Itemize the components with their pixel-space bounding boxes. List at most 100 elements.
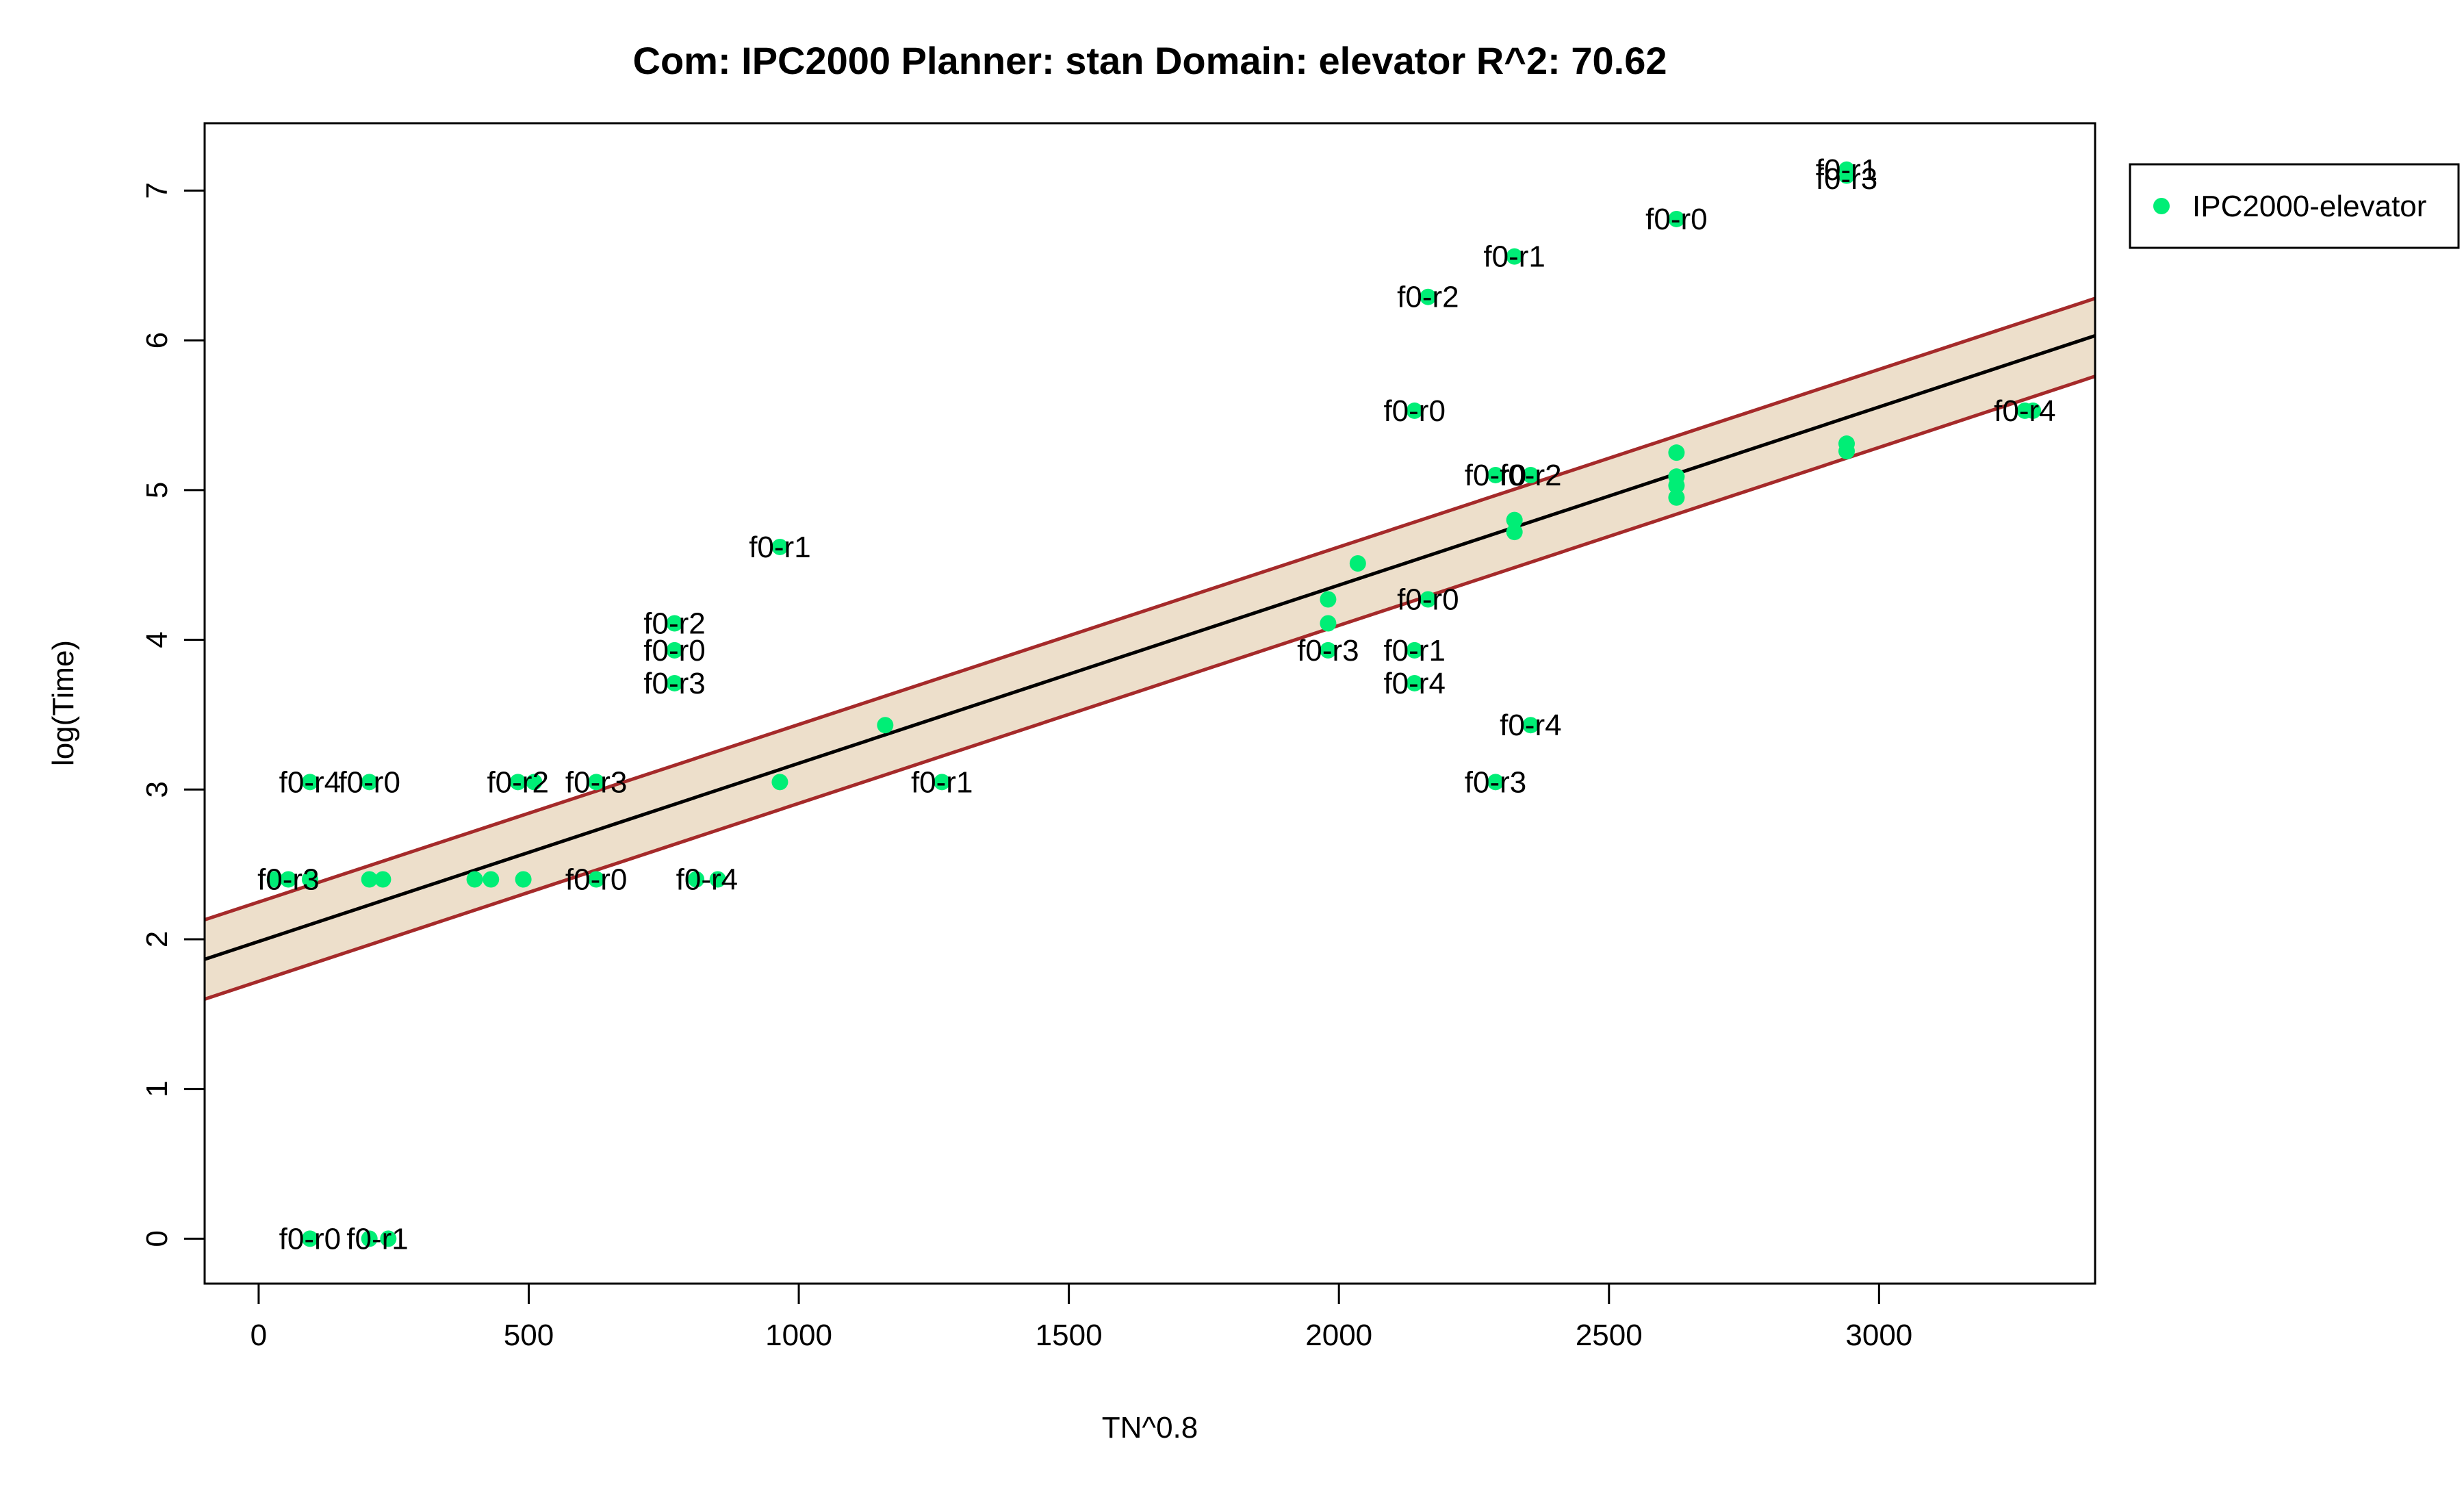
band-upper-line xyxy=(204,296,2096,921)
data-point xyxy=(1522,466,1539,483)
point-label: f0-r0 xyxy=(1465,459,1526,492)
data-point xyxy=(688,871,705,888)
axes: 0 500 1000 1500 2000 2500 3000 0 1 2 3 4 5 6 7 xyxy=(140,122,2096,1352)
data-point xyxy=(588,774,605,791)
data-point xyxy=(1506,248,1523,265)
point-label: f0-r2 xyxy=(1397,281,1459,314)
data-point xyxy=(1838,442,1855,459)
y-tick-label: 1 xyxy=(140,1080,174,1097)
data-point xyxy=(466,871,483,888)
data-point xyxy=(934,774,951,791)
data-point xyxy=(1420,288,1437,305)
data-point xyxy=(280,871,297,888)
data-point xyxy=(1506,524,1523,541)
chart-title: Com: IPC2000 Planner: stan Domain: eleva… xyxy=(633,39,1667,82)
point-label: f0-r3 xyxy=(565,765,627,799)
data-point xyxy=(361,774,378,791)
data-point xyxy=(380,1230,397,1247)
y-tick-label: 7 xyxy=(140,182,174,199)
legend: IPC2000-elevator xyxy=(2129,163,2460,249)
data-point xyxy=(1406,641,1423,659)
data-point xyxy=(1668,489,1685,506)
point-label: f0-r0 xyxy=(1397,583,1459,616)
data-point xyxy=(666,674,683,691)
data-point xyxy=(666,615,683,632)
x-tick-label: 2500 xyxy=(1576,1319,1643,1352)
legend-point-marker xyxy=(2153,198,2170,214)
data-point xyxy=(1320,615,1337,632)
point-label: f0-r2 xyxy=(643,607,705,640)
point-label: f0-r0 xyxy=(338,765,400,799)
point-label: f0-r0 xyxy=(279,1222,341,1256)
point-label: f0-r0 xyxy=(643,634,705,667)
data-point xyxy=(301,1230,318,1247)
data-point xyxy=(509,774,526,791)
x-tick-label: 0 xyxy=(251,1319,267,1352)
data-point xyxy=(526,774,543,791)
data-point xyxy=(666,641,683,659)
data-point xyxy=(301,774,318,791)
data-point xyxy=(1420,591,1437,608)
data-point xyxy=(266,871,283,888)
x-axis-label: TN^0.8 xyxy=(1102,1411,1198,1445)
x-tick-label: 500 xyxy=(504,1319,554,1352)
data-point xyxy=(1506,511,1523,529)
data-point xyxy=(301,871,318,888)
data-point xyxy=(361,871,378,888)
point-label: f0-r2 xyxy=(487,765,548,799)
y-tick-label: 4 xyxy=(140,631,174,648)
point-label: f0-r1 xyxy=(911,765,973,799)
data-point xyxy=(361,1230,378,1247)
band-lower-line xyxy=(204,374,2096,1001)
point-label: f0-r4 xyxy=(1994,394,2055,428)
data-point xyxy=(1406,674,1423,691)
x-tick-label: 3000 xyxy=(1845,1319,1912,1352)
y-tick-label: 3 xyxy=(140,781,174,798)
data-point xyxy=(1522,717,1539,734)
data-point xyxy=(1406,402,1423,419)
point-label: f0-r1 xyxy=(1483,240,1545,274)
point-label: f0-r0 xyxy=(565,863,627,896)
data-point xyxy=(1668,444,1685,461)
x-tick-label: 1000 xyxy=(765,1319,832,1352)
data-point xyxy=(1320,641,1337,659)
data-point xyxy=(771,774,788,791)
y-axis-label: log(Time) xyxy=(47,640,80,766)
legend-box xyxy=(2129,163,2460,249)
point-label: f0-r0 xyxy=(1383,394,1445,428)
point-label: f0-r4 xyxy=(676,863,738,896)
data-point xyxy=(877,717,894,734)
data-point xyxy=(374,871,392,888)
legend-entry-label: IPC2000-elevator xyxy=(2192,190,2426,223)
data-point xyxy=(1487,466,1504,483)
data-point xyxy=(483,871,500,888)
y-tick-label: 6 xyxy=(140,332,174,348)
data-point xyxy=(1668,210,1685,227)
data-point xyxy=(1838,167,1855,184)
y-tick-label: 2 xyxy=(140,931,174,947)
data-point xyxy=(1349,555,1366,572)
point-label: f0-r4 xyxy=(1500,709,1561,742)
data-point xyxy=(1668,477,1685,494)
y-tick-label: 5 xyxy=(140,482,174,498)
point-label: f0-r3 xyxy=(1297,634,1359,667)
data-point xyxy=(771,538,788,555)
point-label: f0-r1 xyxy=(1383,634,1445,667)
data-point xyxy=(2025,402,2042,419)
fit-line xyxy=(204,333,2096,961)
point-label: f0-r3 xyxy=(257,863,319,896)
point-label: f0-r3 xyxy=(1816,162,1877,196)
point-label: f0-r1 xyxy=(1816,153,1877,187)
data-point xyxy=(1487,774,1504,791)
x-tick-label: 1500 xyxy=(1036,1319,1103,1352)
point-label: f0-r1 xyxy=(346,1222,408,1256)
x-tick-label: 2000 xyxy=(1305,1319,1372,1352)
point-label: f0-r3 xyxy=(643,667,705,700)
point-label: f0-r3 xyxy=(1465,765,1526,799)
plot-frame xyxy=(203,122,2096,1285)
point-label: f0-r1 xyxy=(749,531,810,564)
data-point xyxy=(588,871,605,888)
point-label: f0-r4 xyxy=(1383,667,1445,700)
